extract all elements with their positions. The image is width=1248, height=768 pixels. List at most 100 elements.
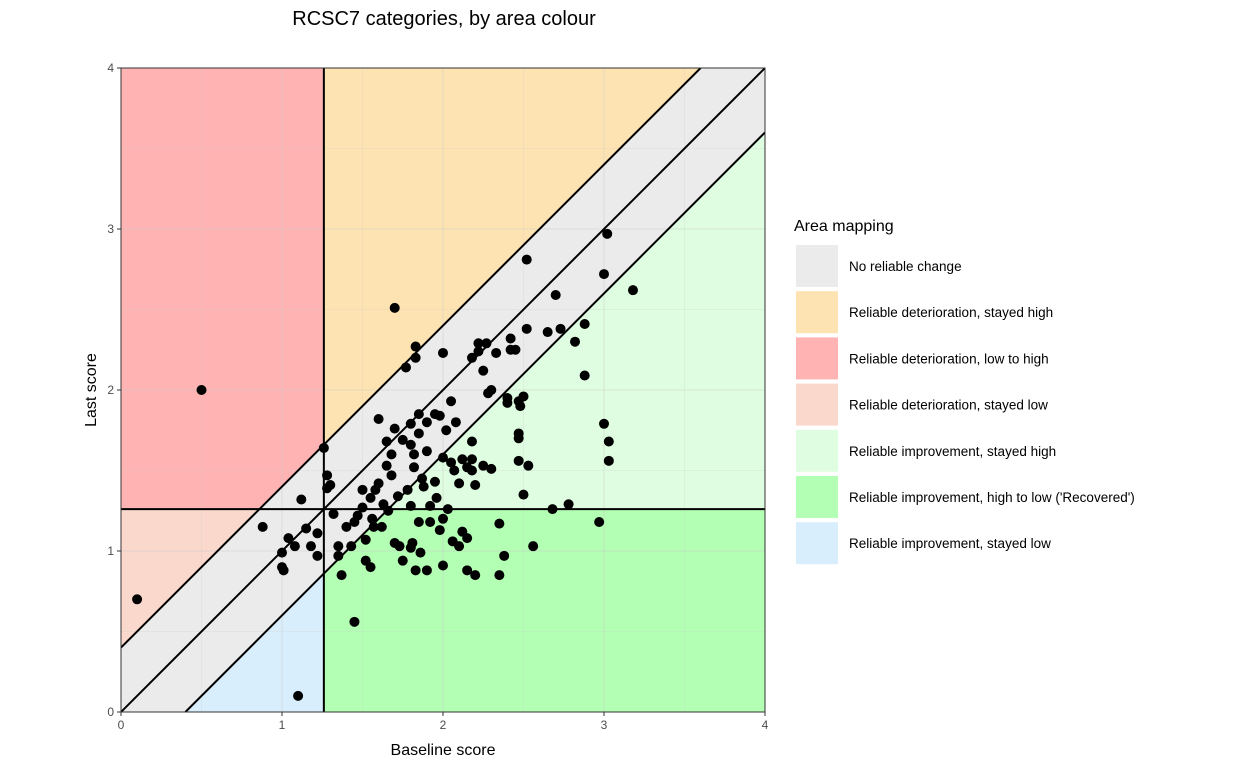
data-point: [389, 423, 400, 434]
data-point: [293, 690, 304, 701]
data-point: [336, 570, 347, 581]
legend-swatch: [796, 383, 838, 426]
y-axis-title: Last score: [83, 353, 100, 427]
y-tick-label: 2: [107, 383, 114, 397]
legend-swatch: [796, 476, 838, 518]
x-tick-label: 1: [279, 718, 286, 732]
data-point: [405, 418, 416, 429]
data-point: [602, 228, 613, 239]
data-point: [318, 442, 329, 453]
data-point: [301, 523, 312, 534]
data-point: [389, 302, 400, 313]
data-point: [454, 541, 465, 552]
data-point: [277, 547, 287, 558]
data-points: [132, 228, 638, 701]
data-point: [579, 318, 590, 329]
data-point: [627, 285, 638, 296]
data-point: [521, 323, 532, 334]
data-point: [515, 401, 526, 412]
data-point: [132, 594, 143, 605]
data-point: [528, 541, 539, 552]
data-point: [510, 344, 521, 355]
data-point: [352, 510, 363, 521]
data-point: [429, 476, 440, 487]
data-point: [425, 517, 436, 528]
data-point: [603, 436, 614, 447]
data-point: [376, 521, 387, 532]
legend-label: Reliable improvement, stayed low: [849, 536, 1051, 551]
data-point: [473, 338, 484, 349]
data-point: [322, 470, 333, 481]
data-point: [450, 417, 461, 428]
data-point: [454, 478, 465, 489]
data-point: [547, 504, 558, 515]
legend-swatch: [796, 337, 838, 380]
data-point: [278, 565, 289, 576]
data-point: [289, 541, 300, 552]
x-tick-label: 4: [762, 718, 769, 732]
x-tick-label: 2: [440, 718, 447, 732]
data-point: [410, 341, 421, 352]
data-point: [357, 502, 368, 513]
data-point: [442, 504, 453, 515]
legend-label: Reliable improvement, stayed high: [849, 444, 1056, 459]
data-point: [466, 465, 477, 476]
data-point: [518, 489, 529, 500]
data-point: [328, 508, 339, 519]
data-point: [346, 541, 357, 552]
data-point: [421, 565, 432, 576]
chart-title: RCSC7 categories, by area colour: [292, 8, 596, 30]
data-point: [462, 565, 473, 576]
data-point: [499, 550, 510, 561]
data-point: [478, 460, 489, 471]
data-point: [410, 565, 421, 576]
data-point: [521, 254, 532, 265]
data-point: [349, 616, 360, 627]
data-point: [513, 455, 524, 466]
data-point: [415, 547, 426, 558]
y-tick-label: 3: [107, 222, 114, 236]
legend-label: Reliable deterioration, low to high: [849, 351, 1049, 366]
data-point: [441, 425, 452, 436]
data-point: [418, 481, 429, 492]
data-point: [400, 362, 411, 373]
data-point: [392, 491, 403, 502]
data-point: [446, 396, 457, 407]
x-axis: 0 1 2 3 4: [118, 712, 769, 732]
data-point: [491, 347, 502, 358]
legend-label: No reliable change: [849, 259, 962, 274]
data-point: [312, 550, 323, 561]
legend-swatch: [796, 245, 838, 287]
no-change-diagonal: [121, 68, 765, 712]
data-point: [563, 499, 574, 510]
data-point: [425, 500, 436, 511]
data-point: [360, 534, 371, 545]
data-point: [257, 521, 268, 532]
data-point: [599, 418, 609, 429]
y-tick-label: 1: [107, 544, 114, 558]
data-point: [421, 417, 432, 428]
y-tick-label: 0: [107, 705, 114, 719]
data-point: [283, 533, 294, 544]
data-point: [542, 327, 553, 338]
data-point: [466, 352, 477, 363]
x-axis-title: Baseline score: [391, 742, 496, 759]
y-axis: 0 1 2 3 4: [107, 61, 121, 719]
data-point: [407, 537, 418, 548]
data-point: [438, 452, 448, 463]
data-point: [383, 505, 394, 516]
data-point: [333, 550, 344, 561]
data-point: [333, 541, 344, 552]
data-point: [397, 555, 408, 566]
data-point: [373, 413, 384, 424]
data-point: [196, 385, 207, 395]
data-point: [466, 454, 477, 465]
data-point: [579, 370, 590, 381]
data-point: [409, 449, 420, 460]
data-point: [457, 454, 468, 465]
data-point: [594, 517, 605, 528]
data-point: [466, 436, 477, 447]
data-point: [446, 457, 457, 468]
data-point: [494, 570, 505, 581]
